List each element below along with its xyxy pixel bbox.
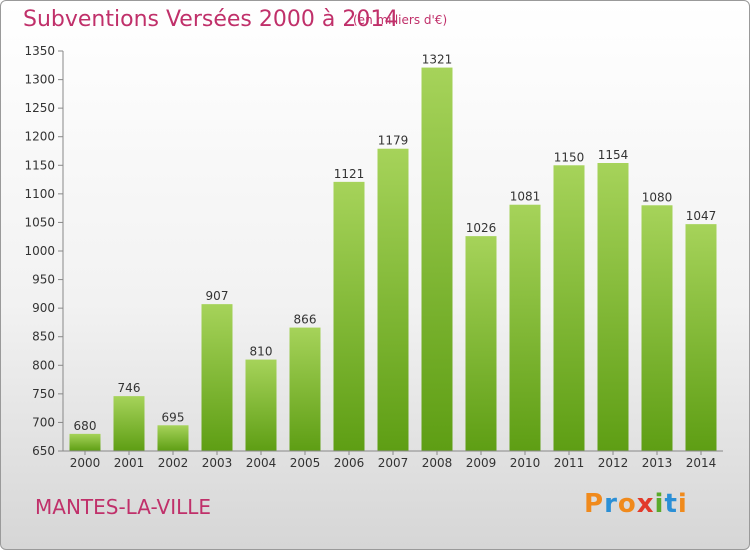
bar bbox=[245, 359, 277, 451]
bar bbox=[421, 67, 453, 452]
bar bbox=[69, 433, 101, 451]
y-tick-label: 1000 bbox=[24, 244, 55, 258]
x-tick-label: 2008 bbox=[422, 456, 453, 470]
bar bbox=[289, 327, 321, 451]
y-tick-label: 900 bbox=[32, 301, 55, 315]
chart-unit: (en milliers d'€) bbox=[353, 13, 448, 27]
y-tick-label: 800 bbox=[32, 358, 55, 372]
y-tick-label: 1100 bbox=[24, 187, 55, 201]
x-tick-label: 2009 bbox=[466, 456, 497, 470]
y-tick-label: 1300 bbox=[24, 73, 55, 87]
bar-value-label: 1321 bbox=[422, 53, 453, 67]
bar bbox=[333, 181, 365, 451]
x-tick-label: 2007 bbox=[378, 456, 409, 470]
x-tick-label: 2014 bbox=[686, 456, 717, 470]
bar-value-label: 907 bbox=[206, 289, 229, 303]
y-tick-label: 700 bbox=[32, 415, 55, 429]
bar bbox=[157, 425, 189, 451]
x-axis: 2000 2001 2002 2003 2004 2005 2006 2007 2008 2009… bbox=[63, 450, 723, 470]
y-tick-label: 1150 bbox=[24, 158, 55, 172]
y-tick-label: 1050 bbox=[24, 215, 55, 229]
bar bbox=[377, 148, 409, 451]
bar-value-label: 1080 bbox=[642, 190, 673, 204]
bar-value-label: 1150 bbox=[554, 150, 585, 164]
bar-value-label: 680 bbox=[74, 419, 97, 433]
logo-letter: o bbox=[617, 489, 637, 519]
x-tick-label: 2006 bbox=[334, 456, 365, 470]
bars: 680 746 695 907 810 866 1121 1179 1321 1026 1081 11… bbox=[69, 53, 717, 452]
x-tick-label: 2005 bbox=[290, 456, 321, 470]
x-tick-label: 2012 bbox=[598, 456, 629, 470]
y-tick-label: 1200 bbox=[24, 130, 55, 144]
logo-letter: P bbox=[584, 489, 605, 519]
x-tick-label: 2001 bbox=[114, 456, 145, 470]
proxiti-logo: Proxiti bbox=[584, 489, 688, 519]
bar-value-label: 1081 bbox=[510, 190, 541, 204]
city-name: MANTES-LA-VILLE bbox=[35, 495, 212, 519]
bar bbox=[509, 204, 541, 451]
bar-value-label: 1047 bbox=[686, 209, 717, 223]
y-tick-label: 1250 bbox=[24, 101, 55, 115]
bar bbox=[597, 163, 629, 451]
chart-title: Subventions Versées 2000 à 2014 bbox=[23, 7, 399, 32]
bar bbox=[113, 396, 145, 451]
logo-letter: x bbox=[636, 489, 655, 519]
logo-letter: t bbox=[664, 489, 678, 519]
bar bbox=[685, 224, 717, 451]
x-tick-label: 2013 bbox=[642, 456, 673, 470]
y-tick-label: 750 bbox=[32, 387, 55, 401]
bar-value-label: 1154 bbox=[598, 148, 629, 162]
logo-letter: r bbox=[604, 489, 618, 519]
bar-value-label: 1121 bbox=[334, 167, 365, 181]
bar-value-label: 1026 bbox=[466, 221, 497, 235]
bar bbox=[641, 205, 673, 451]
y-tick-label: 950 bbox=[32, 273, 55, 287]
logo-letter: i bbox=[677, 489, 688, 519]
x-tick-label: 2004 bbox=[246, 456, 277, 470]
bar bbox=[465, 236, 497, 451]
y-tick-label: 650 bbox=[32, 444, 55, 458]
bar bbox=[201, 304, 233, 451]
x-tick-label: 2011 bbox=[554, 456, 585, 470]
x-tick-label: 2010 bbox=[510, 456, 541, 470]
bar-value-label: 810 bbox=[250, 345, 273, 359]
x-tick-label: 2002 bbox=[158, 456, 189, 470]
bar bbox=[553, 165, 585, 452]
bar-value-label: 695 bbox=[162, 410, 185, 424]
y-tick-label: 1350 bbox=[24, 44, 55, 58]
x-tick-label: 2003 bbox=[202, 456, 233, 470]
bar-value-label: 746 bbox=[118, 381, 141, 395]
y-axis: 650 700 750 800 850 900 950 1000 1050 1100 1150 120… bbox=[24, 44, 64, 458]
y-tick-label: 850 bbox=[32, 330, 55, 344]
x-tick-label: 2000 bbox=[70, 456, 101, 470]
bar-value-label: 1179 bbox=[378, 134, 409, 148]
logo-letter: i bbox=[654, 489, 665, 519]
bar-value-label: 866 bbox=[294, 313, 317, 327]
